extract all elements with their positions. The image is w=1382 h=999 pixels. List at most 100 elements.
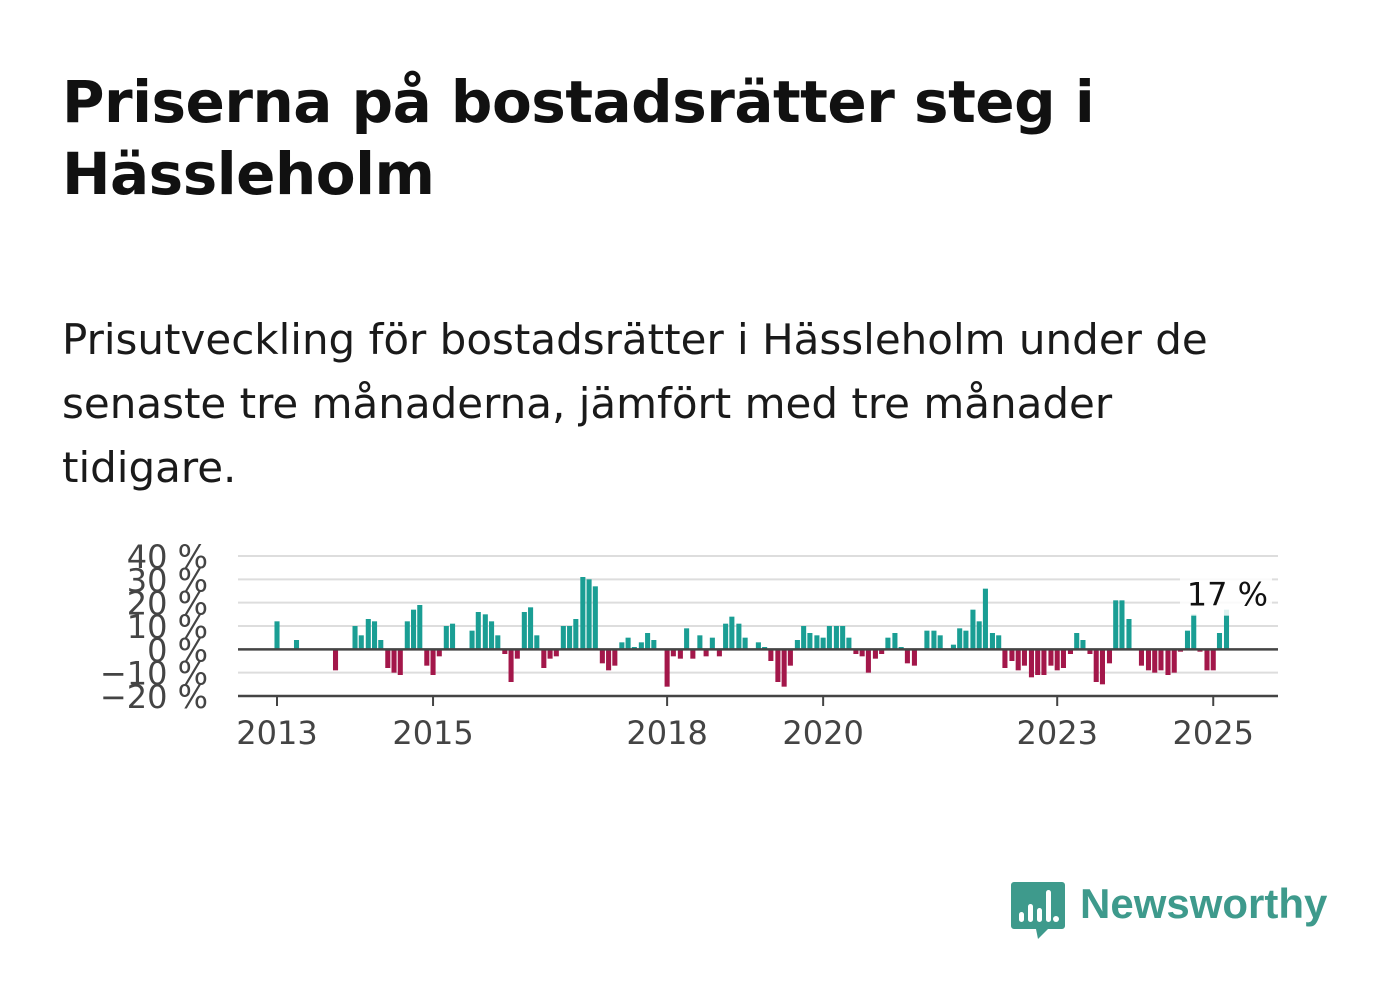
x-tick-label: 2018 bbox=[626, 714, 707, 752]
bar bbox=[1138, 649, 1145, 666]
bar bbox=[1126, 619, 1132, 650]
chart-subtitle: Prisutveckling för bostadsrätter i Hässl… bbox=[62, 315, 1208, 492]
bar bbox=[391, 649, 397, 673]
bar bbox=[411, 609, 417, 650]
bar bbox=[820, 637, 826, 650]
bar bbox=[996, 635, 1002, 650]
bar bbox=[1204, 649, 1210, 671]
bar bbox=[1060, 649, 1066, 668]
bar bbox=[580, 577, 586, 650]
bar bbox=[853, 649, 859, 654]
bar bbox=[651, 640, 657, 650]
x-tick-label: 2013 bbox=[236, 714, 317, 752]
bar bbox=[365, 619, 371, 650]
bar bbox=[378, 640, 384, 650]
bar bbox=[736, 623, 742, 650]
bar bbox=[1067, 649, 1074, 654]
bar bbox=[1158, 649, 1164, 671]
bar bbox=[1054, 649, 1060, 671]
bar bbox=[859, 649, 865, 657]
bar bbox=[560, 626, 566, 650]
bar bbox=[1106, 649, 1113, 664]
bar bbox=[586, 579, 592, 650]
bar bbox=[892, 633, 898, 650]
bar bbox=[1099, 649, 1105, 685]
bar bbox=[1093, 649, 1099, 682]
last-value-label-bg bbox=[1180, 577, 1272, 616]
bar bbox=[1021, 649, 1027, 666]
bar bbox=[697, 635, 703, 650]
bar bbox=[801, 626, 807, 650]
x-tick-label: 2020 bbox=[782, 714, 863, 752]
bar bbox=[332, 649, 339, 671]
bar bbox=[371, 621, 378, 650]
bar bbox=[872, 649, 878, 659]
brand-name: Newsworthy bbox=[1080, 880, 1328, 927]
bar bbox=[1165, 649, 1171, 675]
bar bbox=[475, 612, 481, 650]
bar bbox=[807, 633, 813, 650]
bar bbox=[430, 649, 436, 675]
bar bbox=[645, 633, 651, 650]
y-tick-label: 0 % bbox=[147, 631, 208, 669]
bar bbox=[404, 621, 410, 650]
bar bbox=[781, 649, 787, 687]
bar bbox=[417, 605, 423, 650]
bar bbox=[612, 649, 618, 666]
bar bbox=[787, 649, 793, 666]
bar bbox=[502, 649, 508, 654]
chart-title: Priserna på bostadsrätter steg i Hässleh… bbox=[62, 68, 1095, 208]
bar bbox=[833, 626, 839, 650]
bar bbox=[1113, 600, 1119, 650]
bar bbox=[1119, 600, 1125, 650]
y-tick-label: −20 % bbox=[100, 678, 208, 716]
bar bbox=[508, 649, 514, 682]
newsworthy-logo: Newsworthy bbox=[1010, 878, 1330, 942]
bar bbox=[840, 626, 846, 650]
x-tick-label: 2023 bbox=[1016, 714, 1097, 752]
x-tick-label: 2025 bbox=[1173, 714, 1254, 752]
bar bbox=[547, 649, 553, 659]
bar bbox=[592, 586, 598, 650]
bar bbox=[450, 623, 456, 650]
x-tick-label: 2015 bbox=[392, 714, 473, 752]
bar bbox=[573, 619, 579, 650]
bar bbox=[553, 649, 559, 657]
bar bbox=[436, 649, 442, 657]
bar bbox=[397, 649, 403, 675]
bar bbox=[521, 612, 527, 650]
bar bbox=[794, 640, 800, 650]
bar bbox=[982, 588, 988, 650]
bar bbox=[482, 614, 488, 650]
bar-chart: −20 %−10 %0 %10 %20 %30 %40 % 2013 2015 201… bbox=[100, 538, 1278, 752]
bar bbox=[606, 649, 612, 671]
bar bbox=[1191, 614, 1197, 650]
bar bbox=[1028, 649, 1034, 678]
bar bbox=[1074, 633, 1080, 650]
bar bbox=[703, 649, 709, 657]
y-tick-label: 10 % bbox=[127, 608, 208, 646]
bar bbox=[443, 626, 449, 650]
bar bbox=[1223, 609, 1230, 650]
bar bbox=[567, 626, 573, 650]
y-tick-label: 30 % bbox=[127, 561, 208, 599]
bar bbox=[911, 649, 917, 666]
bar bbox=[755, 642, 761, 650]
bar bbox=[534, 635, 540, 650]
bar bbox=[885, 637, 891, 650]
bar bbox=[1087, 649, 1093, 654]
bar bbox=[904, 649, 910, 664]
bar bbox=[931, 630, 937, 650]
bar bbox=[274, 621, 280, 650]
bar bbox=[742, 637, 748, 650]
bar bbox=[976, 621, 982, 650]
bar bbox=[670, 649, 676, 657]
bar bbox=[469, 630, 475, 650]
bar bbox=[1145, 649, 1152, 671]
bar bbox=[709, 637, 715, 650]
bar bbox=[924, 630, 930, 650]
bar bbox=[293, 640, 300, 650]
bar bbox=[865, 649, 871, 673]
bar bbox=[664, 649, 670, 687]
y-tick-label: −10 % bbox=[100, 655, 208, 693]
